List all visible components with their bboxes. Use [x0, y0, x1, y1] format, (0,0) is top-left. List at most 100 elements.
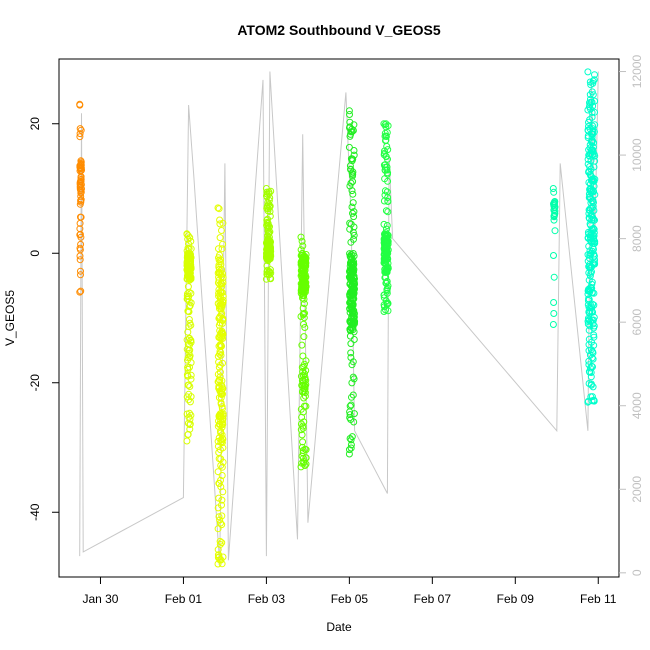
data-point — [215, 480, 223, 487]
data-point — [590, 139, 598, 147]
data-point — [350, 121, 358, 129]
data-point — [216, 373, 224, 381]
y-axis: -40 -20 0 20 — [28, 117, 59, 521]
data-point — [349, 178, 357, 186]
series-4 — [297, 233, 310, 471]
data-point — [299, 242, 307, 250]
data-point — [549, 321, 557, 328]
data-point — [350, 328, 358, 336]
y2-tick-label: 0 — [630, 569, 644, 576]
data-point — [267, 187, 275, 195]
data-point — [347, 401, 355, 409]
data-point — [384, 300, 392, 307]
chart-title: ATOM2 Southbound V_GEOS5 — [237, 22, 440, 38]
data-point — [76, 101, 84, 109]
data-point — [219, 418, 226, 426]
data-point — [302, 286, 310, 294]
series-2 — [214, 204, 227, 568]
data-point — [591, 191, 599, 199]
data-point — [267, 252, 275, 260]
data-point — [591, 175, 599, 183]
data-point — [383, 222, 391, 229]
data-point — [77, 196, 85, 204]
data-point — [383, 250, 391, 258]
data-point — [384, 264, 392, 272]
data-point — [219, 412, 227, 420]
data-point — [551, 200, 558, 208]
data-point — [382, 207, 390, 215]
data-point — [217, 519, 224, 527]
data-point — [550, 310, 558, 317]
data-point — [584, 68, 592, 76]
data-point — [384, 246, 392, 254]
y2-tick-label: 2000 — [630, 476, 644, 503]
secondary-line-layer — [79, 71, 599, 565]
data-point — [591, 238, 599, 246]
data-point — [585, 295, 593, 303]
data-point — [301, 266, 309, 274]
data-point — [267, 275, 275, 282]
data-point — [218, 501, 225, 509]
data-point — [591, 216, 598, 224]
data-point — [266, 266, 274, 274]
data-point — [216, 537, 224, 545]
data-point — [187, 338, 195, 346]
y-tick-label: -40 — [28, 503, 42, 521]
data-point — [382, 120, 390, 128]
data-point — [380, 308, 388, 315]
y-tick-label: -20 — [28, 374, 42, 392]
data-point — [218, 309, 226, 317]
data-point — [266, 208, 274, 215]
data-point — [350, 252, 358, 260]
data-point — [384, 146, 392, 154]
data-point — [302, 251, 310, 258]
data-point — [346, 411, 354, 419]
data-point — [349, 199, 357, 207]
data-point — [349, 155, 357, 163]
data-point — [76, 230, 84, 238]
data-point — [301, 373, 309, 381]
data-point — [346, 446, 353, 454]
data-point — [184, 365, 192, 373]
data-point — [78, 185, 85, 193]
data-point — [265, 271, 273, 279]
data-point — [348, 125, 356, 133]
data-point — [299, 447, 307, 454]
data-point — [219, 488, 227, 496]
data-point — [350, 418, 358, 426]
data-point — [77, 181, 85, 189]
data-point — [77, 126, 85, 134]
data-point — [77, 267, 84, 275]
data-point — [218, 405, 226, 413]
data-point — [264, 220, 272, 227]
data-point — [350, 313, 358, 321]
data-point — [590, 207, 598, 214]
data-point — [348, 128, 356, 135]
data-point — [591, 260, 599, 268]
data-point — [218, 496, 226, 504]
series-3 — [262, 185, 275, 283]
data-point — [267, 247, 275, 255]
data-point — [218, 245, 226, 253]
data-point — [77, 271, 84, 279]
data-point — [218, 560, 226, 568]
data-point — [267, 243, 274, 251]
data-point — [302, 262, 310, 270]
series-5 — [345, 107, 359, 458]
y-axis-label: V_GEOS5 — [3, 290, 17, 346]
data-point — [346, 219, 354, 227]
data-point — [267, 269, 275, 277]
data-point — [76, 125, 84, 133]
data-point — [218, 289, 226, 296]
data-point — [76, 288, 84, 296]
y2-tick-label: 8000 — [630, 225, 644, 252]
data-point — [216, 516, 224, 524]
points-layer — [76, 68, 599, 568]
data-point — [187, 254, 195, 262]
data-point — [350, 289, 358, 297]
data-point — [187, 289, 195, 297]
data-point — [219, 219, 227, 227]
data-point — [550, 252, 557, 259]
data-point — [349, 391, 357, 399]
data-point — [586, 272, 594, 280]
